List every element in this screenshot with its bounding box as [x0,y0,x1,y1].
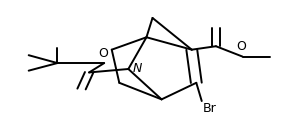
Text: N: N [132,62,142,75]
Text: O: O [236,40,246,53]
Text: Br: Br [203,102,217,115]
Text: O: O [98,47,108,60]
